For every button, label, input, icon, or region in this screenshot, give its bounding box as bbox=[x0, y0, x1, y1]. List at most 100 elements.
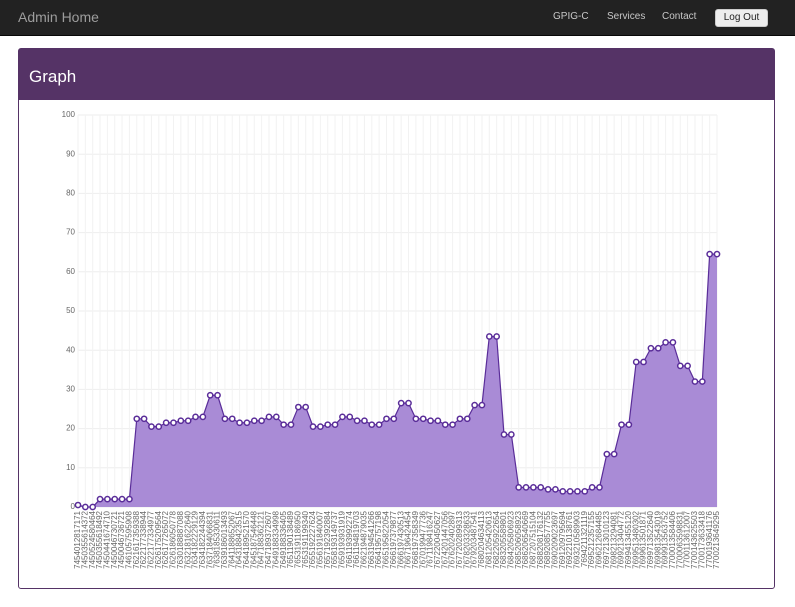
nav-link[interactable]: GPIG-C bbox=[553, 11, 589, 22]
x-tick-label: 7684205806923 bbox=[506, 510, 515, 568]
x-tick-label: 7682205922654 bbox=[492, 510, 501, 568]
x-tick-label: 7700173633418 bbox=[697, 510, 706, 568]
x-tick-label: 7691209795694 bbox=[558, 510, 567, 568]
x-tick-label: 7647188362121 bbox=[257, 510, 266, 568]
y-tick-label: 50 bbox=[66, 306, 75, 315]
x-tick-label: 7700063598831 bbox=[675, 510, 684, 568]
point bbox=[412, 415, 420, 423]
point bbox=[309, 423, 317, 430]
x-tick-label: 7637184066831 bbox=[205, 510, 214, 568]
point bbox=[250, 417, 258, 425]
x-tick-label: 7686206540669 bbox=[521, 510, 530, 568]
point bbox=[390, 415, 398, 423]
x-tick-label: 7681205420613 bbox=[484, 510, 493, 568]
point bbox=[691, 378, 699, 385]
point bbox=[596, 484, 603, 491]
point bbox=[669, 339, 677, 346]
x-tick-label: 7667196424454 bbox=[404, 510, 413, 568]
x-tick-label: 7663194541266 bbox=[367, 510, 376, 568]
x-tick-label: 7450355614372 bbox=[80, 510, 89, 568]
point bbox=[552, 486, 559, 493]
point bbox=[140, 415, 148, 423]
point bbox=[456, 415, 464, 423]
point bbox=[375, 421, 383, 429]
point bbox=[530, 484, 537, 491]
x-tick-label: 7700143625503 bbox=[690, 510, 699, 568]
point bbox=[353, 417, 361, 425]
point bbox=[331, 421, 339, 429]
point bbox=[405, 399, 412, 407]
nav-link[interactable]: Contact bbox=[662, 11, 697, 22]
point bbox=[574, 487, 581, 495]
point bbox=[500, 431, 508, 438]
point bbox=[434, 417, 442, 425]
point bbox=[662, 339, 669, 346]
point bbox=[515, 484, 523, 491]
point bbox=[221, 415, 229, 423]
x-tick-label: 7683205589801 bbox=[499, 510, 508, 568]
x-tick-label: 7665195822054 bbox=[382, 510, 391, 568]
point bbox=[162, 419, 170, 427]
point bbox=[449, 421, 456, 429]
point bbox=[684, 362, 691, 370]
point bbox=[603, 450, 611, 458]
x-tick-label: 7454012817171 bbox=[73, 510, 82, 568]
y-tick-label: 10 bbox=[66, 463, 75, 472]
x-tick-label: 7677202899313 bbox=[455, 510, 464, 568]
y-tick-label: 60 bbox=[66, 267, 75, 276]
brand[interactable]: Admin Home bbox=[18, 9, 99, 25]
x-tick-label: 7643188423515 bbox=[235, 510, 244, 568]
point bbox=[478, 401, 486, 409]
point bbox=[698, 378, 706, 385]
point bbox=[74, 501, 82, 509]
x-tick-label: 7672200450627 bbox=[433, 510, 442, 568]
x-tick-label: 7649188334998 bbox=[271, 510, 280, 568]
point bbox=[368, 421, 376, 429]
point bbox=[280, 421, 288, 429]
y-tick-label: 20 bbox=[66, 424, 75, 433]
x-tick-label: 7450046736721 bbox=[117, 510, 126, 568]
point bbox=[441, 421, 449, 429]
point bbox=[581, 487, 589, 495]
x-tick-label: 7653191199340 bbox=[301, 510, 310, 568]
x-tick-label: 7699713522640 bbox=[646, 510, 655, 568]
x-tick-label: 7699913563752 bbox=[661, 510, 670, 568]
point bbox=[625, 421, 633, 429]
point bbox=[126, 495, 133, 503]
x-tick-label: 7666197430513 bbox=[396, 510, 405, 568]
x-tick-label: 7699513480302 bbox=[631, 510, 640, 568]
y-tick-label: 0 bbox=[71, 502, 76, 511]
logout-button[interactable]: Log Out bbox=[715, 9, 768, 27]
x-tick-label: 7632181622640 bbox=[183, 510, 192, 568]
x-tick-label: 7696212684485 bbox=[595, 510, 604, 568]
point bbox=[346, 413, 354, 421]
point bbox=[566, 487, 574, 495]
point bbox=[96, 495, 104, 503]
x-tick-label: 7661193992274 bbox=[345, 510, 354, 568]
x-tick-label: 7644189521570 bbox=[242, 510, 251, 568]
point bbox=[302, 403, 310, 411]
x-tick-label: 7674201447056 bbox=[440, 510, 449, 568]
point bbox=[184, 417, 192, 425]
point bbox=[654, 344, 662, 352]
x-tick-label: 7694211321119 bbox=[580, 510, 589, 567]
point bbox=[199, 413, 207, 421]
x-tick-label: 7626177265072 bbox=[161, 510, 170, 568]
nav-link[interactable]: Services bbox=[607, 11, 646, 22]
point bbox=[588, 484, 596, 491]
point bbox=[192, 413, 199, 421]
x-tick-label: 7699413455120 bbox=[624, 510, 633, 568]
line bbox=[77, 253, 717, 508]
point bbox=[272, 413, 280, 421]
point bbox=[148, 423, 155, 430]
x-tick-label: 7450046730721 bbox=[110, 510, 119, 568]
y-tick-label: 80 bbox=[66, 189, 75, 198]
x-tick-label: 7659193931919 bbox=[338, 510, 347, 568]
x-tick-label: 7649188336405 bbox=[279, 510, 288, 568]
point bbox=[544, 486, 552, 493]
point bbox=[228, 415, 236, 423]
point bbox=[243, 419, 251, 427]
x-tick-label: 7662194879035 bbox=[360, 510, 369, 568]
x-tick-label: 7657192392884 bbox=[323, 510, 332, 568]
x-tick-label: 7661194819703 bbox=[352, 510, 361, 568]
